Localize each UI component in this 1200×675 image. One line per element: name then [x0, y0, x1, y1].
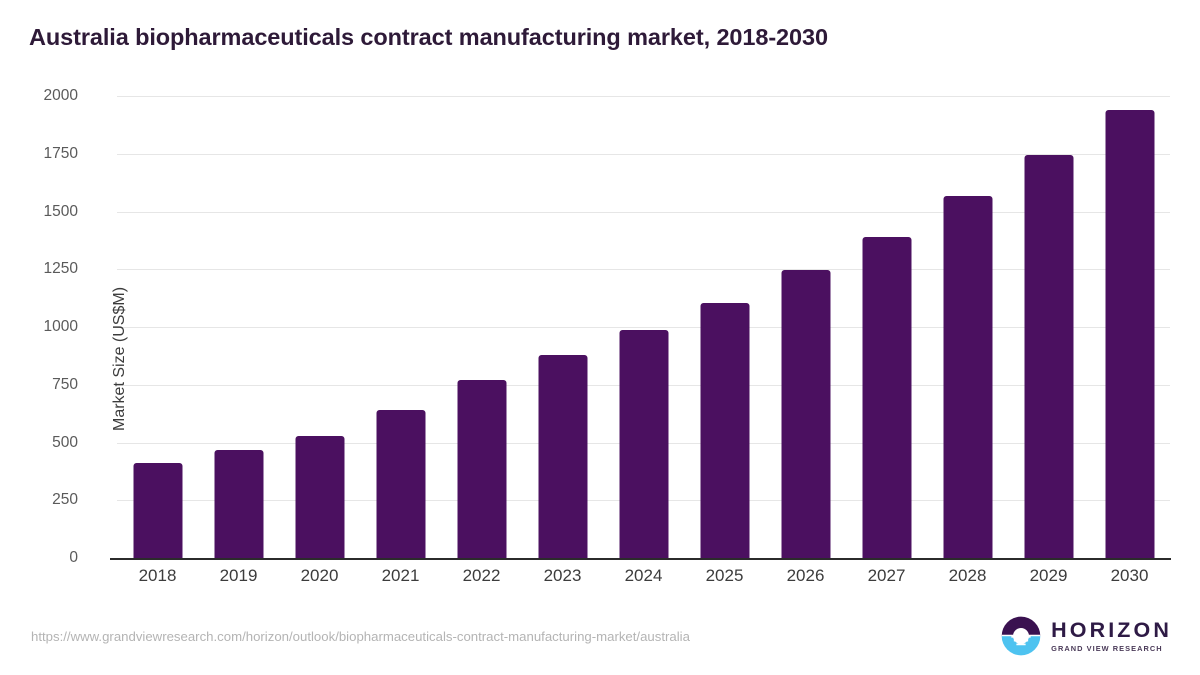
y-axis-tick-label: 1750 — [43, 144, 78, 162]
bar-2021[interactable] — [376, 409, 425, 558]
horizon-logo: HORIZON GRAND VIEW RESEARCH — [1000, 614, 1172, 658]
y-axis-tick-label: 250 — [52, 491, 78, 509]
x-axis-tick-label: 2028 — [948, 566, 987, 585]
gridline — [117, 327, 1170, 328]
x-axis-tick-label: 2020 — [300, 566, 339, 585]
bar-slot — [522, 96, 603, 558]
x-axis-ticks: 2018 2019 2020 2021 2022 2023 2024 2025 2026 2027… — [117, 566, 1170, 596]
bar-slot — [603, 96, 684, 558]
bar-slot — [684, 96, 765, 558]
x-axis-line — [110, 558, 1171, 560]
bar-2023[interactable] — [538, 354, 587, 558]
bar-slot — [441, 96, 522, 558]
x-axis-tick-label: 2024 — [624, 566, 663, 585]
x-axis-tick-label: 2026 — [786, 566, 825, 585]
horizon-logo-text: HORIZON GRAND VIEW RESEARCH — [1051, 617, 1172, 654]
y-axis-tick-label: 0 — [69, 549, 78, 566]
bar-2019[interactable] — [214, 449, 263, 558]
bar-slot — [198, 96, 279, 558]
x-axis-tick-label: 2030 — [1110, 566, 1149, 585]
bar-2020[interactable] — [295, 436, 344, 558]
bar-2030[interactable] — [1105, 109, 1154, 558]
bar-2025[interactable] — [700, 302, 749, 558]
x-axis-tick-label: 2022 — [462, 566, 501, 585]
x-axis-tick-label: 2027 — [867, 566, 906, 585]
bar-2027[interactable] — [862, 236, 911, 558]
gridline — [117, 153, 1170, 155]
bar-slot — [765, 96, 846, 558]
horizon-logo-wordmark: HORIZON — [1051, 617, 1172, 642]
horizon-logo-subtitle: GRAND VIEW RESEARCH — [1051, 644, 1163, 654]
x-axis-tick-label: 2029 — [1029, 566, 1068, 585]
bar-slot — [846, 96, 927, 558]
bar-slot — [279, 96, 360, 558]
y-axis-tick-label: 750 — [52, 375, 78, 393]
bar-2024[interactable] — [619, 329, 668, 558]
x-axis-tick-label: 2025 — [705, 566, 744, 585]
y-axis-tick-label: 1000 — [43, 318, 78, 335]
bar-slot — [117, 96, 198, 558]
bar-slot — [360, 96, 441, 558]
gridline — [117, 211, 1170, 213]
bar-2022[interactable] — [457, 380, 506, 558]
gridline — [117, 96, 1170, 97]
bar-slot — [1089, 96, 1170, 558]
x-axis-tick-label: 2021 — [381, 566, 420, 585]
x-axis-tick-label: 2018 — [138, 566, 177, 585]
bar-2018[interactable] — [133, 463, 182, 558]
x-axis-tick-label: 2019 — [219, 566, 258, 585]
horizon-logo-icon — [1001, 616, 1041, 656]
gridline — [117, 269, 1170, 271]
bar-slot — [927, 96, 1008, 558]
y-axis-tick-label: 1250 — [43, 260, 78, 278]
source-url[interactable]: https://www.grandviewresearch.com/horizo… — [31, 629, 690, 644]
y-axis-tick-label: 1500 — [43, 202, 78, 220]
page-title: Australia biopharmaceuticals contract ma… — [29, 24, 828, 50]
y-axis-tick-label: 500 — [52, 433, 78, 451]
bar-slot — [1008, 96, 1089, 558]
bar-series — [117, 96, 1170, 558]
plot-area: Market Size (US$M) 0 250 500 750 1000 1250 150… — [44, 87, 1170, 566]
bar-2026[interactable] — [781, 269, 830, 558]
y-axis-tick-label: 2000 — [43, 87, 78, 104]
x-axis-tick-label: 2023 — [543, 566, 582, 585]
bar-2028[interactable] — [943, 195, 992, 558]
bar-2029[interactable] — [1024, 154, 1073, 558]
